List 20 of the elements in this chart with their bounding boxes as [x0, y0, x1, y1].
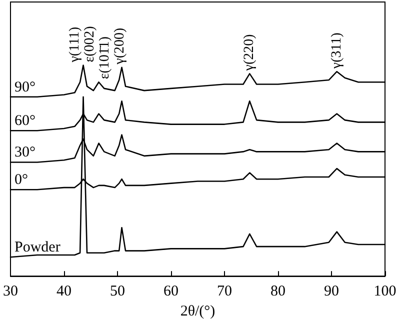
annotation: ε(002): [82, 26, 98, 62]
annotation: γ(220): [242, 34, 258, 72]
annotation: ε(101̄1): [98, 36, 113, 80]
series-label: Powder: [14, 240, 60, 256]
x-tick-label: 40: [56, 284, 72, 300]
series-label: 30°: [14, 144, 36, 161]
annotation: γ(311): [329, 32, 344, 70]
series-label: 60°: [14, 113, 36, 130]
x-axis-title: 2θ/(°): [180, 304, 216, 320]
x-tick-label: 30: [3, 284, 18, 300]
series-label: 0°: [14, 172, 28, 188]
annotation: γ(111): [68, 26, 83, 64]
x-tick-label: 90: [324, 284, 339, 300]
x-tick-label: 70: [217, 284, 232, 300]
x-tick-label: 80: [270, 284, 286, 300]
x-tick-label: 100: [374, 284, 396, 300]
x-tick-label: 60: [164, 284, 178, 300]
x-tick-label: 50: [110, 284, 125, 300]
annotation: γ(200): [112, 28, 128, 66]
series-label: 90°: [14, 79, 36, 96]
